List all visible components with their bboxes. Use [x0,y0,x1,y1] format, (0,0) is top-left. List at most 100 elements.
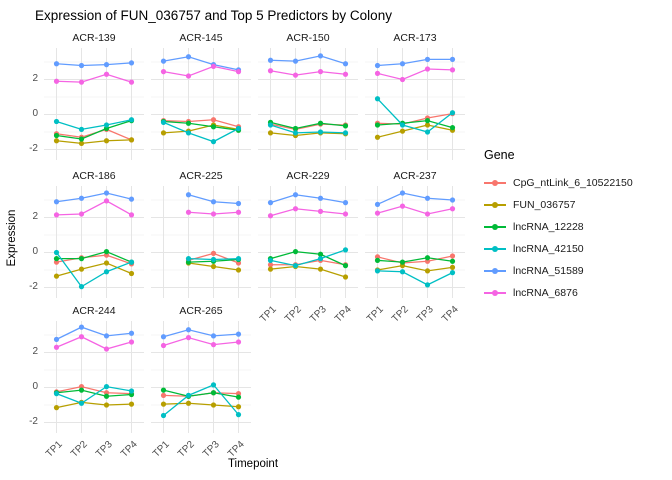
legend-item: CpG_ntLink_6_10522150 [484,172,633,194]
data-point [267,266,274,272]
data-point [53,199,60,205]
data-point [317,129,324,135]
legend-dot [492,202,498,208]
data-point [160,401,167,407]
data-point [292,125,299,132]
legend-item-label: lncRNA_51589 [513,265,584,277]
data-point [103,333,110,339]
chart-title: Expression of FUN_036757 and Top 5 Predi… [35,8,392,23]
legend-key-icon [484,221,506,233]
data-point [128,330,135,336]
data-point [292,263,299,269]
data-point [103,138,110,144]
facet-label: ACR-265 [179,305,223,317]
data-point [53,336,60,342]
series-line [56,120,132,140]
data-point [185,209,192,215]
series-line [377,58,453,67]
data-point [235,209,242,215]
facet-plot-area [258,186,358,298]
data-point [235,256,242,262]
x-tick-label: TP1 [43,439,65,460]
data-point [292,249,299,255]
legend-dot [492,224,498,230]
x-axis-title: Timepoint [227,458,279,470]
data-point [292,58,299,64]
series-line [56,389,132,397]
data-point [317,266,324,272]
data-point [235,339,242,345]
data-point [128,270,135,277]
data-point [128,401,135,407]
series-line [377,270,453,286]
legend-items: CpG_ntLink_6_10522150 FUN_036757 lncRNA_12… [484,172,633,304]
data-point [342,71,349,77]
data-point [342,61,349,67]
y-tick-label: 2 [32,210,38,222]
data-point [160,58,167,64]
data-point [235,267,242,273]
data-point [185,192,192,198]
data-point [103,384,110,390]
data-point [374,70,381,76]
data-point [267,213,274,219]
y-tick-label: 0 [32,380,38,392]
data-point [78,334,85,340]
data-point [210,382,217,388]
data-point [185,130,192,136]
series-line [270,132,346,137]
data-point [128,117,135,123]
data-point [449,264,456,270]
series-line [163,124,239,134]
series-line [270,70,346,76]
data-point [292,206,299,212]
series-line [270,55,346,65]
series-line [56,119,132,131]
data-point [424,255,431,261]
data-point [342,263,349,269]
legend-item-label: CpG_ntLink_6_10522150 [513,177,633,189]
data-point [342,274,349,280]
data-point [374,122,381,128]
facet-panel [365,48,465,160]
series-line [270,250,346,267]
data-point [160,387,167,393]
series-line [56,62,132,67]
data-point [160,392,167,398]
facet-label: ACR-150 [286,32,330,44]
legend-item: lncRNA_12228 [484,216,633,238]
legend-key-icon [484,265,506,277]
data-point [235,125,242,132]
data-point [210,342,217,348]
data-point [292,130,299,136]
series-line [163,384,239,417]
data-point [103,346,110,352]
data-point [424,282,431,288]
x-tick-label: TP1 [364,304,386,325]
legend-dot [492,180,498,186]
data-point [210,63,217,69]
series-line [163,56,239,71]
data-point [449,67,456,73]
series-line [56,326,132,340]
data-point [78,126,85,132]
data-point [78,136,85,142]
data-point [449,125,456,131]
data-point [267,200,274,206]
data-point [53,256,60,262]
series-line [163,329,239,338]
data-point [374,134,381,140]
data-point [128,388,135,394]
data-point [267,262,274,268]
data-point [399,269,406,275]
data-point [103,190,110,196]
legend-item: lncRNA_6876 [484,282,633,304]
data-point [424,118,431,124]
data-point [317,208,324,214]
data-point [317,53,324,59]
data-point [103,260,110,266]
data-point [160,342,167,349]
data-point [103,62,110,68]
facet-plot-area [44,48,144,160]
